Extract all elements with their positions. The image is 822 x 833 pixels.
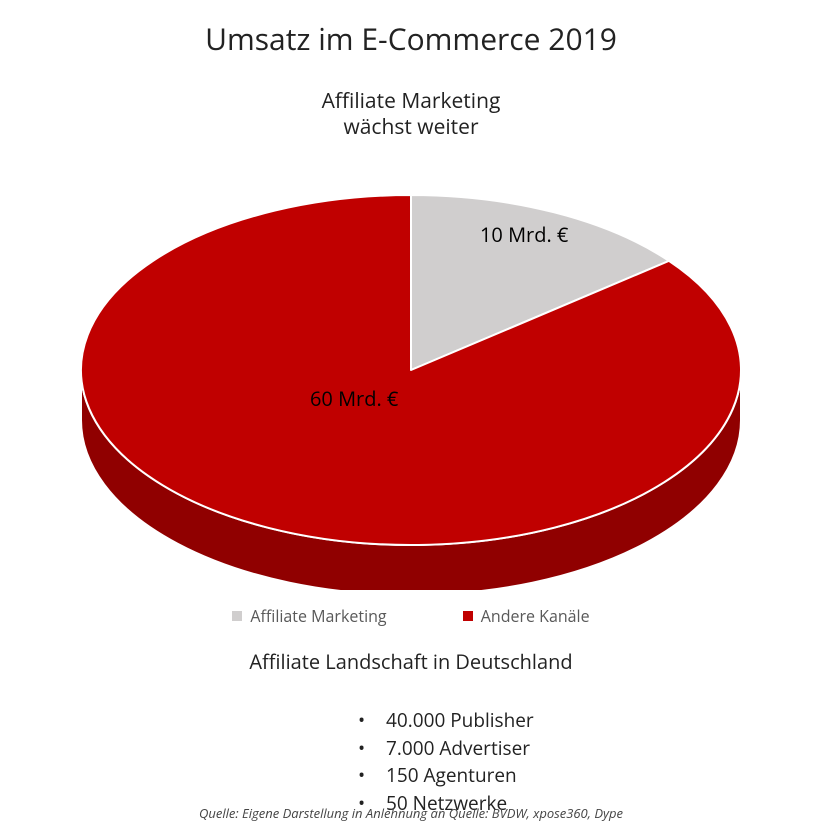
legend-item-affiliate: Affiliate Marketing xyxy=(232,605,386,627)
pie-svg xyxy=(0,170,822,590)
legend-swatch-other xyxy=(463,611,473,621)
section-title: Affiliate Landschaft in Deutschland xyxy=(0,648,822,675)
chart-title: Umsatz im E-Commerce 2019 xyxy=(0,18,822,59)
source-line: Quelle: Eigene Darstellung in Anlehnung … xyxy=(0,804,822,822)
legend: Affiliate Marketing Andere Kanäle xyxy=(0,604,822,627)
pie-chart: 10 Mrd. € 60 Mrd. € xyxy=(0,170,822,590)
bullet-item: 150 Agenturen xyxy=(358,762,534,790)
subtitle-line-2: wächst weiter xyxy=(343,113,478,141)
legend-swatch-affiliate xyxy=(232,611,242,621)
chart-subtitle: Affiliate Marketing wächst weiter xyxy=(0,88,822,141)
legend-label-other: Andere Kanäle xyxy=(481,605,590,627)
legend-label-affiliate: Affiliate Marketing xyxy=(250,605,386,627)
slice-label: 60 Mrd. € xyxy=(310,385,398,412)
infographic-root: Umsatz im E-Commerce 2019 Affiliate Mark… xyxy=(0,0,822,833)
legend-item-other: Andere Kanäle xyxy=(463,605,590,627)
slice-label: 10 Mrd. € xyxy=(480,221,568,248)
bullet-item: 40.000 Publisher xyxy=(358,707,534,735)
subtitle-line-1: Affiliate Marketing xyxy=(322,87,501,115)
bullet-item: 7.000 Advertiser xyxy=(358,735,534,763)
bullet-list: 40.000 Publisher 7.000 Advertiser 150 Ag… xyxy=(318,707,534,817)
